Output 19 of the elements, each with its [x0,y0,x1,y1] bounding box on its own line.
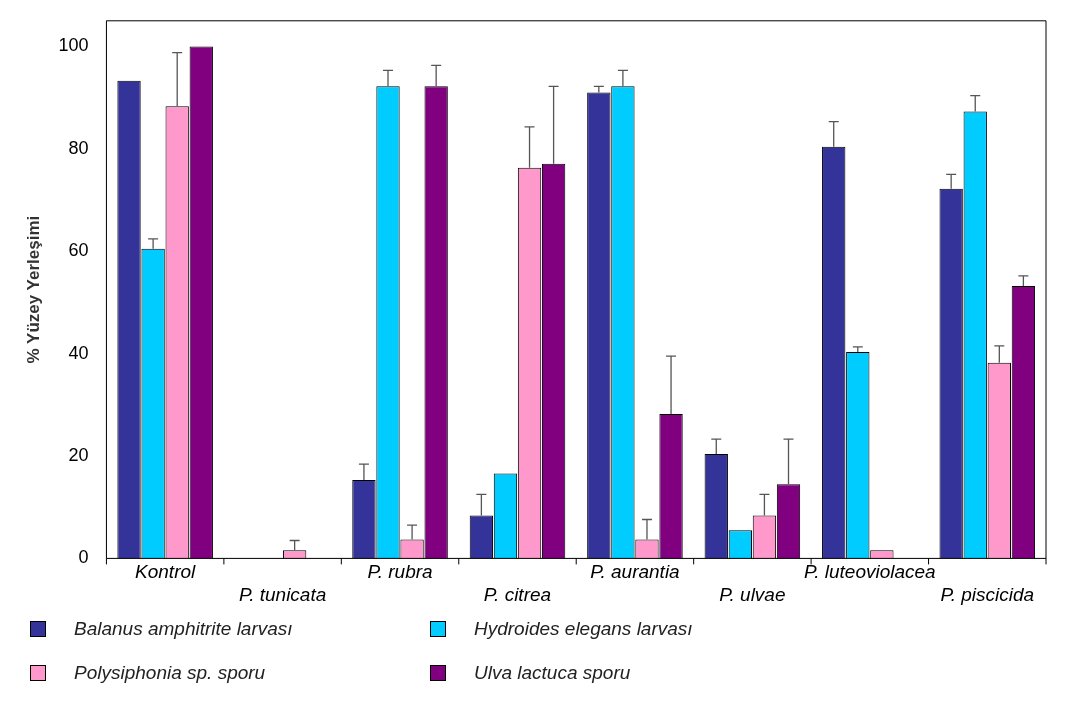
x-tick-label: P. piscicida [940,583,1035,605]
y-tick-label: 40 [68,342,89,363]
y-tick-label: 60 [68,240,89,261]
legend-label: Ulva lactuca sporu [474,662,631,684]
y-tick-label: 0 [78,547,89,568]
x-tick-label: P. rubra [367,561,433,583]
y-tick-label: 100 [58,35,89,56]
x-tick-label: P. tunicata [238,583,327,605]
legend-label: Balanus amphitrite larvası [74,618,293,640]
x-tick-label: P. citrea [483,583,552,605]
y-tick-label: 80 [68,137,89,158]
legend-label: Polysiphonia sp. sporu [74,662,266,684]
legend-label: Hydroides elegans larvası [474,618,693,640]
x-tick-label: P. ulvae [719,583,786,605]
x-tick-label: Kontrol [135,561,197,583]
x-tick-label: P. luteoviolacea [803,561,936,583]
y-tick-label: 20 [68,444,89,465]
x-tick-label: P. aurantia [590,561,680,583]
y-axis-title: % Yüzey Yerleşimi [23,215,43,364]
